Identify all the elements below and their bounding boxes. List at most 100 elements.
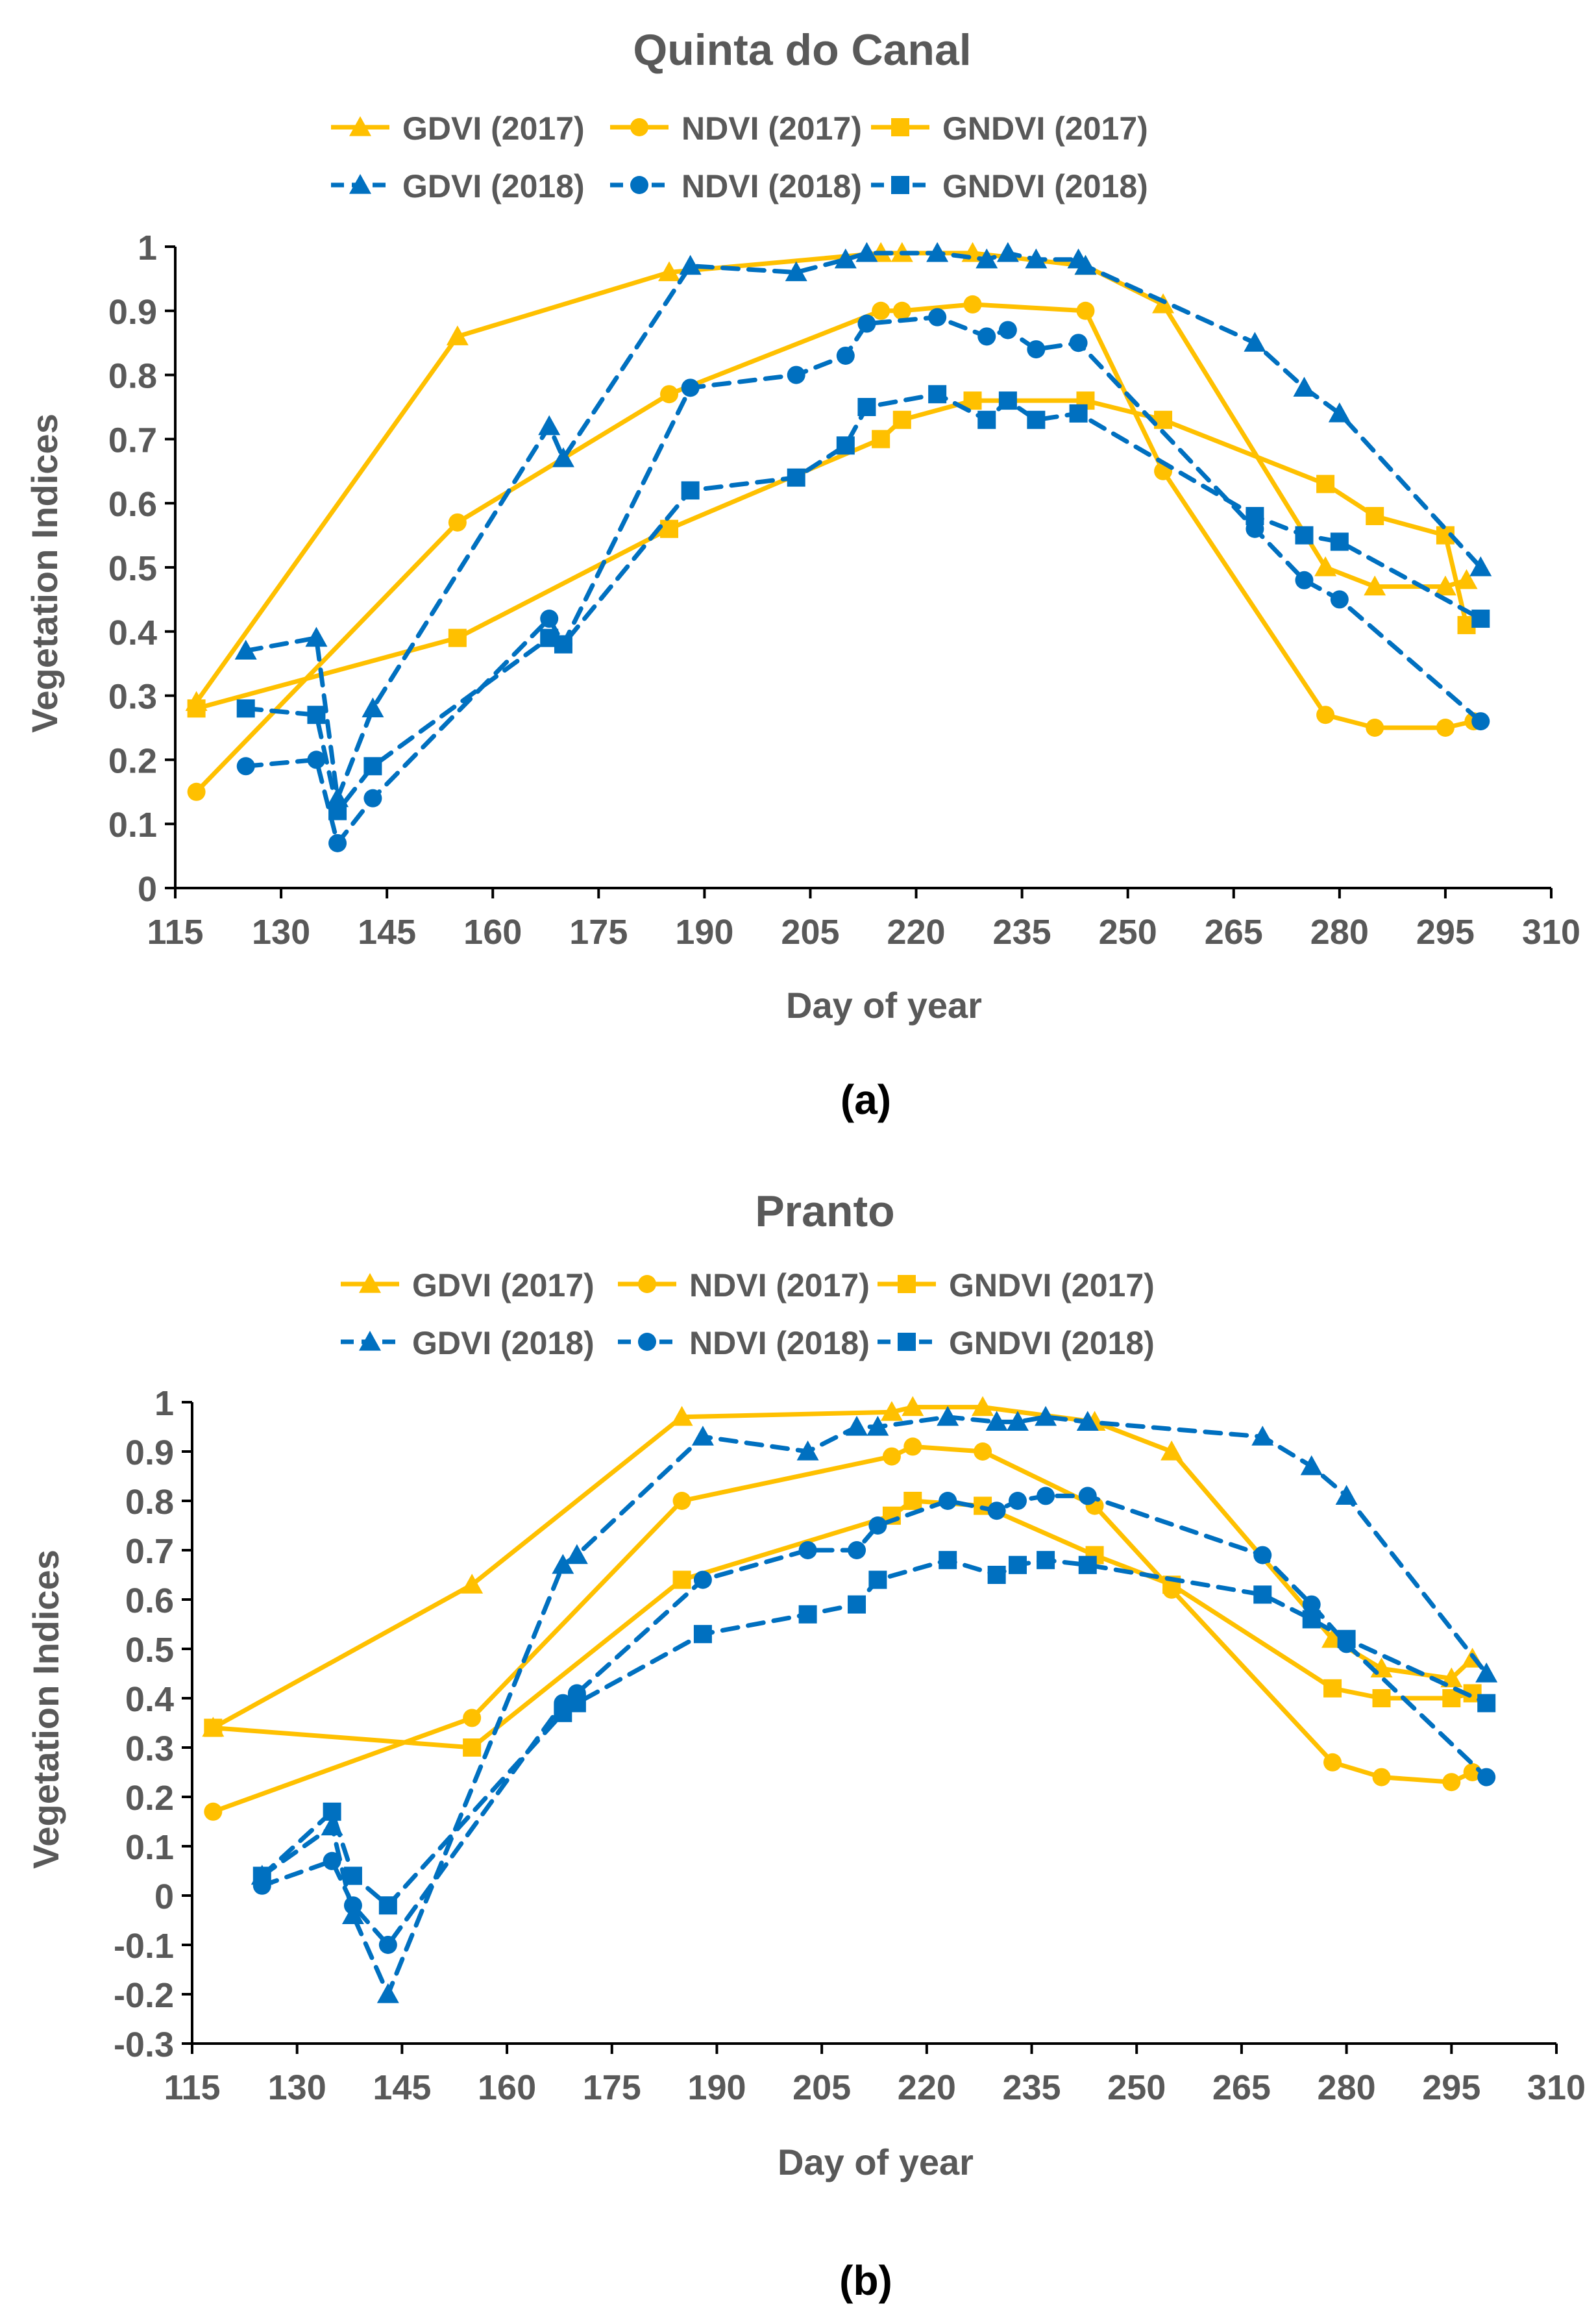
legend-item: GNDVI (2018) bbox=[871, 168, 1148, 204]
data-point bbox=[1037, 1551, 1055, 1570]
data-point bbox=[1246, 506, 1264, 525]
y-tick-label: 0.4 bbox=[125, 1680, 174, 1719]
data-point bbox=[660, 385, 679, 404]
x-tick-label: 145 bbox=[373, 2068, 431, 2107]
data-point bbox=[540, 610, 559, 628]
x-tick-label: 310 bbox=[1522, 913, 1580, 952]
data-point bbox=[1316, 475, 1335, 493]
data-point bbox=[1330, 590, 1349, 609]
legend-label: NDVI (2017) bbox=[689, 1267, 870, 1304]
x-tick-label: 145 bbox=[358, 913, 416, 952]
legend-a: GDVI (2017) NDVI (2017) GNDVI (2017) GDVI (… bbox=[331, 110, 1148, 204]
x-tick-label: 280 bbox=[1310, 913, 1369, 952]
legend-b: GDVI (2017) NDVI (2017) GNDVI (2017) GDVI (… bbox=[341, 1267, 1155, 1361]
data-point bbox=[1471, 610, 1490, 628]
series-line bbox=[210, 1498, 1475, 1750]
series-line bbox=[243, 391, 1483, 813]
data-point bbox=[1366, 506, 1384, 525]
legend-label: GNDVI (2018) bbox=[942, 168, 1148, 204]
data-point bbox=[928, 385, 947, 404]
data-point bbox=[1477, 1768, 1496, 1786]
data-point bbox=[963, 391, 982, 410]
x-tick-label: 295 bbox=[1422, 2068, 1480, 2107]
data-point bbox=[1434, 575, 1456, 596]
data-point bbox=[463, 1738, 482, 1757]
data-point bbox=[868, 1516, 887, 1535]
data-point bbox=[463, 1709, 482, 1727]
legend-item: GNDVI (2017) bbox=[871, 110, 1148, 147]
data-point bbox=[787, 468, 805, 487]
y-tick-label: 0.2 bbox=[125, 1779, 174, 1818]
y-tick-label: -0.2 bbox=[114, 1976, 174, 2015]
data-point bbox=[658, 261, 681, 282]
data-point bbox=[187, 782, 206, 801]
legend-label: GNDVI (2017) bbox=[942, 110, 1148, 147]
series-line bbox=[210, 1444, 1475, 1814]
x-tick-label: 205 bbox=[781, 913, 839, 952]
data-point bbox=[857, 314, 876, 333]
data-point bbox=[362, 697, 384, 717]
legend-item: NDVI (2018) bbox=[610, 168, 862, 204]
data-point bbox=[660, 519, 679, 538]
data-point bbox=[567, 1694, 586, 1712]
y-tick-label: 0.6 bbox=[108, 485, 157, 524]
y-tick-label: 0.9 bbox=[108, 293, 157, 332]
legend-item: GNDVI (2018) bbox=[878, 1325, 1155, 1361]
data-point bbox=[307, 706, 326, 724]
data-point bbox=[985, 1411, 1008, 1431]
series-line bbox=[194, 251, 1469, 704]
data-point bbox=[977, 327, 996, 346]
x-tick-label: 310 bbox=[1527, 2068, 1586, 2107]
data-point bbox=[1027, 340, 1046, 359]
data-point bbox=[363, 757, 382, 776]
data-point bbox=[328, 834, 347, 852]
legend-marker bbox=[630, 118, 648, 136]
data-point bbox=[846, 1416, 868, 1436]
legend-marker bbox=[638, 1275, 656, 1293]
series-gndvi-2018 bbox=[236, 385, 1490, 821]
y-tick-label: -0.3 bbox=[114, 2025, 174, 2064]
data-point bbox=[378, 1896, 397, 1915]
data-point bbox=[1330, 532, 1349, 551]
data-point bbox=[376, 1983, 399, 2003]
x-tick-label: 115 bbox=[147, 913, 203, 952]
data-point bbox=[554, 635, 572, 654]
x-tick-label: 205 bbox=[792, 2068, 851, 2107]
x-tick-label: 190 bbox=[687, 2068, 746, 2107]
data-point bbox=[1069, 334, 1088, 352]
legend-label: GDVI (2018) bbox=[402, 168, 585, 204]
data-point bbox=[1154, 410, 1173, 429]
data-point bbox=[987, 1566, 1006, 1584]
data-point bbox=[565, 1544, 588, 1564]
data-point bbox=[681, 378, 700, 397]
legend-label: GDVI (2018) bbox=[412, 1325, 595, 1361]
legend-item: NDVI (2017) bbox=[618, 1267, 870, 1304]
data-point bbox=[903, 1437, 922, 1456]
data-point bbox=[1006, 1411, 1029, 1431]
y-tick-label: 0.8 bbox=[108, 357, 157, 396]
data-point bbox=[1078, 1487, 1097, 1505]
data-point bbox=[937, 1405, 959, 1426]
data-point bbox=[679, 254, 702, 275]
data-point bbox=[323, 1802, 341, 1821]
data-point bbox=[1076, 1411, 1099, 1431]
data-point bbox=[836, 436, 855, 455]
data-point bbox=[939, 1551, 957, 1570]
data-point bbox=[305, 626, 328, 647]
data-point bbox=[1035, 1405, 1057, 1426]
data-point bbox=[926, 241, 949, 262]
data-point bbox=[892, 410, 911, 429]
data-point bbox=[343, 1896, 362, 1915]
data-point bbox=[1475, 1663, 1498, 1683]
data-point bbox=[1314, 556, 1337, 576]
data-point bbox=[1069, 404, 1088, 423]
data-point bbox=[1078, 1555, 1097, 1574]
data-point bbox=[343, 1866, 362, 1885]
legend-item: GDVI (2017) bbox=[341, 1267, 595, 1304]
legend-marker bbox=[349, 174, 371, 194]
data-point bbox=[787, 365, 805, 384]
data-point bbox=[855, 241, 878, 262]
legend-label: GNDVI (2018) bbox=[949, 1325, 1155, 1361]
data-point bbox=[798, 1541, 817, 1559]
